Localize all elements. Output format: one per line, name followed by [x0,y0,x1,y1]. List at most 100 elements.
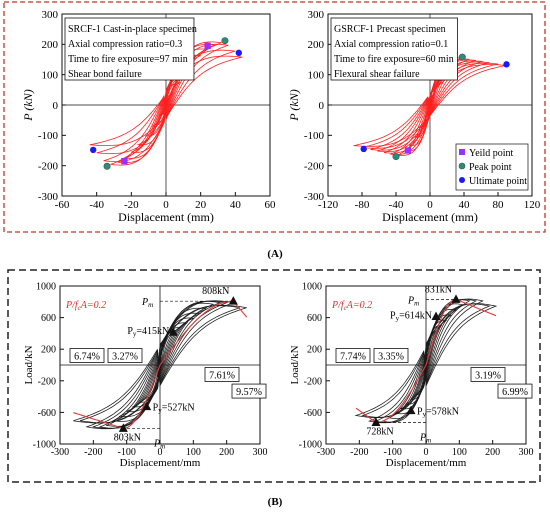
pos-yield-marker [431,311,441,320]
neg-yield-label: Py=527kN [153,403,195,415]
percentage-box [204,367,240,382]
percentage-label: 9.57% [236,387,262,398]
hysteresis-loop [383,59,477,154]
chart-a-right: -120 -80 -40 0 40 80 120 -300 -200 -100 0 100 200 300… [287,9,541,224]
y-tick-label: 300 [42,9,59,21]
x-axis-label: Displacement/mm [120,457,201,469]
y-tick-label: 1000 [36,282,56,293]
ultimate-point-marker [90,146,97,154]
neg-yield-label: Py=578kN [417,407,459,419]
peak-point-marker [392,153,400,161]
x-tick-label: 200 [219,447,234,458]
y-tick-label: -100 [38,130,59,142]
x-tick-label: 100 [452,447,467,458]
pm-label-pos: Pm [407,295,419,307]
y-tick-label: 600 [41,313,56,324]
annotation-line: GSRCF-1 Precast specimen [334,24,446,35]
panel-b-frame [7,269,541,483]
hysteresis-loop [103,43,229,162]
hysteresis-loop [73,304,247,424]
y-tick-label: -600 [38,408,56,419]
ultimate-point-marker [503,61,510,68]
peak-point-marker [103,162,111,170]
x-tick-label: 300 [253,447,268,458]
chart-a-left: -60 -40 -20 0 20 40 60-300-200-1000100200300Di… [21,9,276,224]
hysteresis-loop [368,298,484,424]
percentage-box [373,348,409,363]
legend-label: Yeild point [469,148,513,159]
x-tick-label: -20 [124,199,139,211]
ultimate-point-marker [235,49,242,57]
percentage-label: 7.61% [209,370,235,381]
y-tick-label: 300 [308,9,325,21]
x-tick-label: 100 [186,447,201,458]
pm-label-pos: Pm [141,297,153,309]
y-tick-label: -600 [304,408,322,419]
percentage-label: 6.99% [502,387,528,398]
x-tick-label: 300 [519,447,534,458]
percentage-box [107,348,143,363]
pos-yield-label: Py=614kN [390,310,432,322]
x-tick-label: 200 [485,447,500,458]
panel-a-label: (A) [267,248,283,260]
neg-peak-label: 728kN [366,427,393,438]
percentage-label: 6.74% [74,352,100,363]
pm-label-neg: Pm [153,438,165,450]
pm-label-neg: Pm [419,433,431,445]
legend-label: Ultimate point [469,176,527,187]
hysteresis-loop [354,303,498,418]
x-tick-label: -40 [389,199,404,211]
hysteresis-curves [353,57,507,156]
x-tick-label: 0 [163,199,169,211]
hysteresis-curves [89,41,243,166]
specimen-annotation: SRCF-1 Cast-in-place specimen Axial compr… [64,17,197,81]
y-axis-label: Load/kN [289,345,301,384]
hysteresis-loop [98,301,222,429]
neg-peak-marker [371,417,381,427]
y-tick-label: -300 [304,191,325,203]
percentage-box [231,383,267,399]
y-tick-label: 100 [42,70,59,82]
x-tick-label: -60 [55,199,70,211]
legend-marker [459,177,465,183]
y-tick-label: -200 [304,161,325,173]
peak-point-marker [221,37,229,45]
y-tick-label: -1000 [299,440,322,451]
x-tick-label: 120 [524,199,541,211]
y-tick-label: -300 [38,191,59,203]
hysteresis-loop [361,303,491,418]
specimen-annotation: GSRCF-1 Precast specimen Axial compressio… [330,17,458,81]
legend: Yeild point Peak point Ultimate point [455,143,529,191]
hysteresis-loop [79,305,241,424]
annotation-line: Axial compression ratio=0.3 [68,39,182,50]
hysteresis-loop [389,58,470,155]
x-tick-label: -40 [89,199,104,211]
x-tick-label: -300 [51,447,69,458]
pos-peak-marker [228,296,238,305]
x-tick-label: -80 [355,199,370,211]
pos-peak-marker [451,294,461,303]
x-tick-label: 20 [195,199,207,211]
axial-ratio-label: P/fcA=0.2 [65,300,106,312]
hysteresis-loop [96,49,236,154]
chart-b-right: -300 -200 -100 0 100 200 300-1000-600-20020060… [289,282,534,470]
percentage-box [470,367,506,382]
yield-point-marker [404,147,412,154]
y-tick-label: -1000 [33,440,56,451]
y-tick-label: 1000 [302,282,322,293]
neg-yield-marker [406,405,416,415]
panel-a-frame [3,1,546,233]
x-tick-label: 0 [424,447,429,458]
annotation-box [64,17,195,81]
y-tick-label: -200 [38,376,56,387]
legend-marker [459,149,465,155]
annotation-box [330,17,458,81]
annotation-line: Time to fire exposure=60 min [334,54,454,65]
peak-point-marker [458,53,466,61]
y-tick-label: 200 [308,39,325,51]
axial-ratio-label: P/fcA=0.2 [331,300,372,312]
x-axis-label: Displacement (mm) [382,210,478,224]
x-tick-label: 80 [493,199,505,211]
annotation-line: Time to fire exposure=97 min [68,54,188,65]
